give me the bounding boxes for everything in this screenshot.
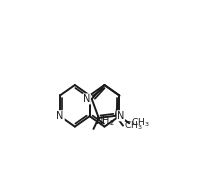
Text: N: N — [83, 94, 90, 104]
Text: CH$_3$: CH$_3$ — [131, 117, 149, 130]
Text: N: N — [117, 111, 125, 121]
Text: N: N — [56, 111, 64, 121]
Text: CH$_3$: CH$_3$ — [124, 119, 143, 132]
Text: NH$_2$: NH$_2$ — [95, 114, 115, 128]
